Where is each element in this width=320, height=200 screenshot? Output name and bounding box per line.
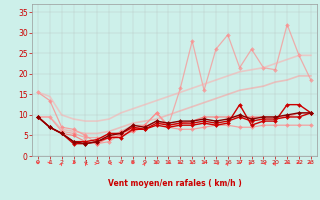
X-axis label: Vent moyen/en rafales ( km/h ): Vent moyen/en rafales ( km/h )	[108, 179, 241, 188]
